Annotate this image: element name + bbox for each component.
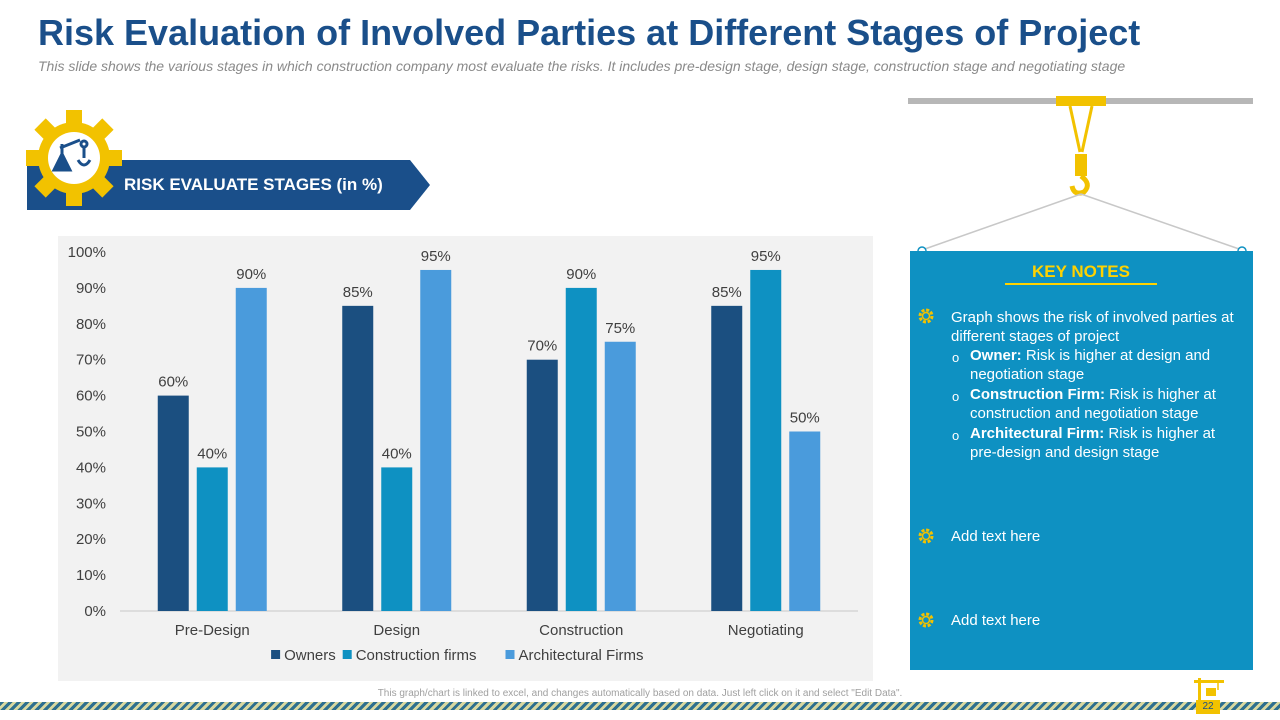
y-tick-label: 20% [76,531,106,548]
data-label: 60% [158,374,188,391]
y-tick-label: 0% [84,603,106,620]
page-number: 22 [1196,700,1220,714]
data-label: 40% [382,445,412,462]
data-label: 95% [421,248,451,265]
bar-construction-firms [750,269,782,611]
x-category-label: Negotiating [728,622,804,639]
bar-chart: 0% 10% 20% 30% 40% 50% 60% 70% 80% 90% 100% 60% 40% 9… [68,244,858,664]
sub-bullet: o [952,389,960,404]
legend-swatch [271,650,281,659]
page-subtitle: This slide shows the various stages in w… [38,58,1126,74]
bar-architectural-firms [420,269,452,611]
legend-label: Owners [284,647,336,664]
y-tick-label: 40% [76,459,106,476]
bar-owners [526,359,558,611]
sub-bullet: o [952,350,960,365]
gear-crane-icon [26,110,122,206]
y-tick-label: 30% [76,495,106,512]
key-notes-panel [910,251,1253,670]
notes-intro: Graph shows the risk of involved parties… [951,309,1234,346]
legend-swatch [505,650,515,659]
y-tick-label: 60% [76,388,106,405]
x-category-label: Design [373,622,420,639]
data-label: 90% [236,266,266,283]
note-item-owner: Owner: Risk is higher at design and nego… [970,347,1211,384]
footer-stripe [0,702,1280,710]
data-label: 90% [566,266,596,283]
note-item-architectural-firm: Architectural Firm: Risk is higher at pr… [970,425,1216,462]
y-tick-label: 50% [76,424,106,441]
y-tick-label: 90% [76,280,106,297]
sub-bullet: o [952,428,960,443]
gear-bullet-icon [918,308,934,324]
bar-architectural-firms [604,341,636,611]
section-banner [27,160,430,210]
y-tick-label: 80% [76,316,106,333]
mini-crane-icon [1194,678,1224,700]
page-title: Risk Evaluation of Involved Parties at D… [38,12,1141,53]
legend-label: Architectural Firms [519,647,644,664]
y-tick-label: 10% [76,567,106,584]
banner-label: RISK EVALUATE STAGES (in %) [124,175,383,194]
data-label: 85% [712,284,742,301]
data-label: 50% [790,410,820,427]
note-item-construction-firm: Construction Firm: Risk is higher at con… [970,386,1216,423]
key-notes-title: KEY NOTES [1005,262,1157,285]
y-tick-label: 70% [76,352,106,369]
y-tick-label: 100% [68,244,106,261]
bar-construction-firms [196,467,228,611]
x-category-label: Construction [539,622,623,639]
bar-construction-firms [565,287,597,611]
bar-owners [711,305,743,611]
data-label: 75% [605,320,635,337]
legend-swatch [342,650,352,659]
x-category-label: Pre-Design [175,622,250,639]
bar-architectural-firms [789,431,821,611]
bar-owners [342,305,374,611]
data-label: 95% [751,248,781,265]
gear-bullet-icon [918,528,934,544]
legend-label: Construction firms [356,647,477,664]
gear-bullet-icon [918,612,934,628]
data-label: 70% [527,338,557,355]
footer-note: This graph/chart is linked to excel, and… [377,688,903,699]
bar-owners [157,395,189,611]
notes-add-text-1[interactable]: Add text here [951,528,1041,545]
notes-add-text-2[interactable]: Add text here [951,612,1041,629]
data-label: 40% [197,445,227,462]
crane-hook-icon [917,96,1247,256]
bar-architectural-firms [235,287,267,611]
data-label: 85% [343,284,373,301]
bar-construction-firms [381,467,413,611]
